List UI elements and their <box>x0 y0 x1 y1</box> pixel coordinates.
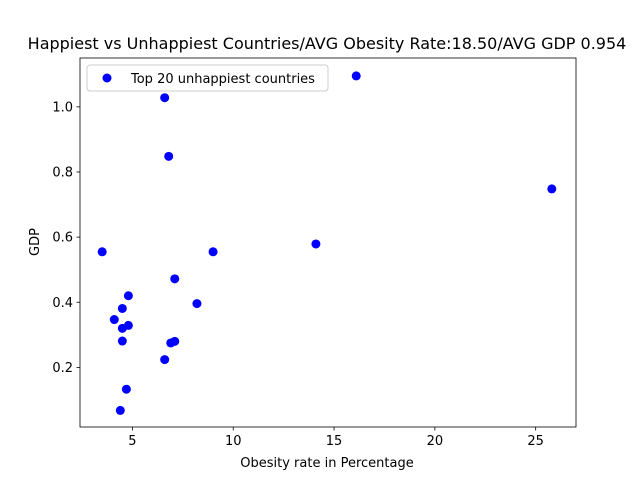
data-point <box>208 247 218 257</box>
data-point <box>160 355 170 365</box>
plot-area: 5 10 15 20 25 0.2 0.4 0.6 0.8 1.0 Top 20 unhappies… <box>52 57 577 449</box>
data-point <box>192 299 202 309</box>
data-point <box>547 184 557 194</box>
data-point <box>170 336 180 346</box>
legend-marker <box>102 73 112 83</box>
data-point <box>170 274 180 284</box>
x-tick-label: 10 <box>225 434 242 449</box>
data-point <box>117 336 127 346</box>
legend-label: Top 20 unhappiest countries <box>130 72 315 87</box>
x-tick-label: 20 <box>427 434 444 449</box>
data-point <box>109 315 119 325</box>
data-point <box>121 384 131 394</box>
y-tick-label: 1.0 <box>52 100 73 115</box>
y-tick-label: 0.8 <box>52 165 73 180</box>
chart-title: Happiest vs Unhappiest Countries/AVG Obe… <box>28 34 627 53</box>
data-point <box>311 239 321 249</box>
data-point <box>123 291 133 301</box>
data-point <box>123 320 133 330</box>
x-tick-label: 15 <box>326 434 343 449</box>
x-tick-label: 25 <box>527 434 544 449</box>
x-tick-label: 5 <box>128 434 136 449</box>
data-point <box>97 247 107 257</box>
data-point <box>164 151 174 161</box>
data-point <box>351 71 361 81</box>
y-tick-label: 0.2 <box>52 361 73 376</box>
y-axis-label: GDP <box>28 228 43 256</box>
legend-box <box>86 64 329 92</box>
data-point <box>160 93 170 103</box>
x-axis-label: Obesity rate in Percentage <box>240 456 413 471</box>
data-point <box>117 303 127 313</box>
plot-frame <box>79 57 577 428</box>
y-tick-label: 0.6 <box>52 231 73 246</box>
y-tick-label: 0.4 <box>52 296 73 311</box>
data-point <box>115 405 125 415</box>
